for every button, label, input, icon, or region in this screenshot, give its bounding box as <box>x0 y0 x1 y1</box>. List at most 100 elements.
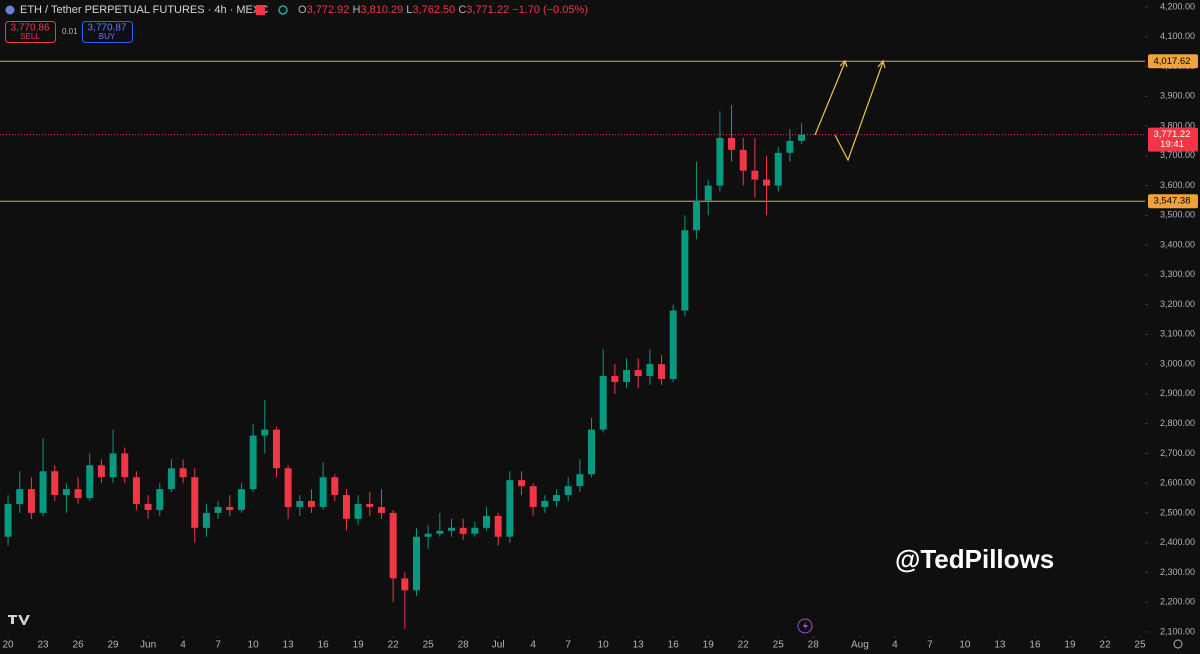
logo <box>8 615 30 625</box>
lightning-icon <box>797 618 813 634</box>
candle-body <box>296 501 304 507</box>
x-tick-label: 26 <box>73 640 85 651</box>
candle-body <box>354 503 362 519</box>
candle-body <box>518 480 526 487</box>
x-tick-label: 28 <box>458 640 470 651</box>
candle-body <box>774 152 782 186</box>
candle-body <box>401 578 409 591</box>
candle-body <box>16 489 24 504</box>
x-tick-label: Jul <box>492 640 505 651</box>
candle-body <box>541 501 549 507</box>
candle-body <box>109 453 117 478</box>
ohlc-key: L <box>406 4 412 16</box>
arrow-line <box>834 61 884 162</box>
y-tick-label: 2,200.00 <box>1160 597 1195 607</box>
candle-body <box>693 200 701 231</box>
ohlc-key: O <box>298 4 307 16</box>
candle-body <box>576 474 584 487</box>
ohlc-change: −1.70 (−0.05%) <box>512 4 588 16</box>
ohlc-value: 3,772.92 <box>307 4 350 16</box>
x-tick-label: 16 <box>318 640 330 651</box>
candle-body <box>611 376 619 382</box>
x-tick-label: 25 <box>1134 640 1146 651</box>
candle-body <box>167 468 175 490</box>
candle-body <box>319 477 327 507</box>
y-tick-label: 2,100.00 <box>1160 626 1195 636</box>
x-tick-label: 13 <box>994 640 1006 651</box>
y-tick-label: 3,000.00 <box>1160 358 1195 368</box>
x-tick-label: 4 <box>530 640 536 651</box>
y-tick-label: 2,500.00 <box>1160 507 1195 517</box>
y-tick-label: 3,400.00 <box>1160 239 1195 249</box>
buy-label: BUY <box>99 32 116 41</box>
candle-body <box>226 506 234 510</box>
candle-body <box>132 477 140 504</box>
y-tick-label: 3,600.00 <box>1160 180 1195 190</box>
y-tick-label: 3,700.00 <box>1160 150 1195 160</box>
candle-body <box>646 364 654 377</box>
candle-body <box>436 530 444 534</box>
x-tick-label: 13 <box>633 640 645 651</box>
x-tick-label: 10 <box>248 640 260 651</box>
sell-price: 3,770.86 <box>11 23 50 34</box>
sell-label: SELL <box>20 32 40 41</box>
candle-body <box>728 137 736 150</box>
y-tick-label: 3,900.00 <box>1160 91 1195 101</box>
x-tick-label: 4 <box>892 640 898 651</box>
candle-body <box>237 489 245 510</box>
x-tick-label: 7 <box>927 640 933 651</box>
candle-body <box>261 429 269 436</box>
x-tick-label: 16 <box>1029 640 1041 651</box>
candle-body <box>214 506 222 513</box>
y-tick-label: 2,400.00 <box>1160 537 1195 547</box>
settings-icon[interactable] <box>1173 639 1183 649</box>
candle-body <box>272 429 280 469</box>
ohlc-value: 3,771.22 <box>466 4 509 16</box>
ohlc-key: C <box>458 4 466 16</box>
y-tick-label: 2,900.00 <box>1160 388 1195 398</box>
candle-body <box>459 527 467 534</box>
candle-body <box>342 495 350 519</box>
spread: 0.01 <box>62 27 78 36</box>
x-tick-label: 20 <box>2 640 14 651</box>
candle-body <box>4 503 12 537</box>
level-label: 3,547.38 <box>1154 196 1191 207</box>
x-tick-label: 13 <box>283 640 295 651</box>
candle-body <box>482 515 490 528</box>
candle-body <box>798 134 806 141</box>
y-tick-label: 3,500.00 <box>1160 210 1195 220</box>
flag-icon <box>256 5 265 15</box>
candle-body <box>588 429 596 475</box>
candle-body <box>97 465 105 478</box>
ohlc-value: 3,762.50 <box>412 4 455 16</box>
x-tick-label: 16 <box>668 640 680 651</box>
buy-button[interactable] <box>82 21 133 43</box>
candle-body <box>424 533 432 537</box>
last-price-label: 3,771.22 <box>1154 129 1191 140</box>
x-tick-label: 19 <box>703 640 715 651</box>
x-tick-label: 7 <box>565 640 571 651</box>
y-tick-label: 3,300.00 <box>1160 269 1195 279</box>
sell-button[interactable] <box>5 21 56 43</box>
candle-body <box>62 489 70 496</box>
y-tick-label: 3,100.00 <box>1160 329 1195 339</box>
candle-body <box>447 527 455 531</box>
countdown: 19:41 <box>1160 139 1184 150</box>
ohlc-key: H <box>352 4 360 16</box>
candle-body <box>564 486 572 496</box>
y-tick-label: 2,800.00 <box>1160 418 1195 428</box>
candle-body <box>494 515 502 537</box>
ohlc-legend: O3,772.92 H3,810.29 L3,762.50 C3,771.22 … <box>298 4 588 16</box>
x-tick-label: 25 <box>423 640 435 651</box>
x-tick-label: 22 <box>388 640 400 651</box>
lightning-bolt <box>803 621 808 631</box>
candle-body <box>307 501 315 507</box>
x-tick-label: 28 <box>808 640 820 651</box>
y-tick-label: 3,800.00 <box>1160 120 1195 130</box>
arrow-head <box>877 59 886 69</box>
level-label-box <box>1148 194 1198 209</box>
candle-body <box>249 435 257 490</box>
x-tick-label: 25 <box>773 640 785 651</box>
